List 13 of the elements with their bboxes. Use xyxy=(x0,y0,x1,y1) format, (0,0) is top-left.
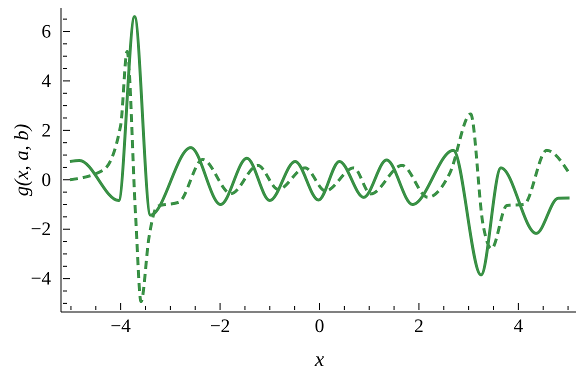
y-tick-label: −2 xyxy=(30,219,51,240)
y-axis-title: g(x, a, b) xyxy=(11,124,33,196)
x-tick-label: −4 xyxy=(110,316,132,337)
y-tick-label: 2 xyxy=(42,120,51,142)
y-tick-label: −4 xyxy=(30,268,52,290)
x-tick-label: −2 xyxy=(210,316,230,337)
y-tick-label: 6 xyxy=(42,21,51,42)
x-tick-label: 4 xyxy=(514,316,524,337)
y-tick-label: 0 xyxy=(42,170,51,191)
x-axis-title: x xyxy=(314,347,325,371)
y-tick-label: 4 xyxy=(42,70,52,92)
x-tick-label: 2 xyxy=(414,316,424,337)
x-tick-label: 0 xyxy=(314,316,324,337)
